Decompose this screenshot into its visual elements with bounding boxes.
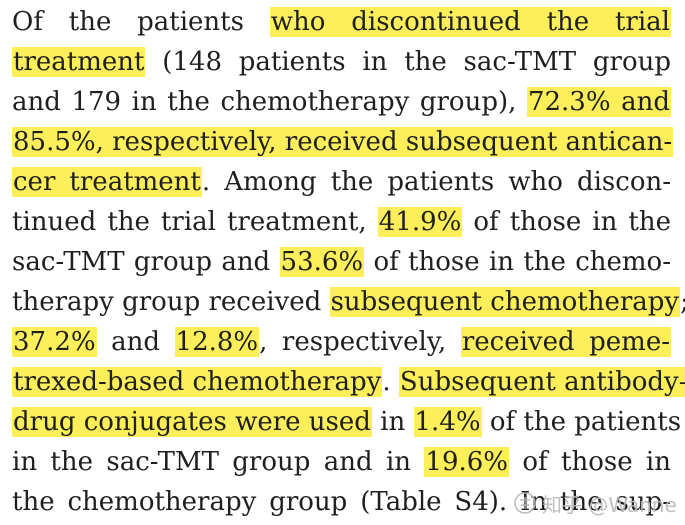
body-text: the chemotherapy group (Table S4). In th… [12, 487, 671, 517]
body-text: therapy group received [12, 287, 330, 317]
text-line: and 179 in the chemotherapy group), 72.3… [12, 82, 672, 122]
body-text: (148 patients in the sac-TMT group [145, 47, 671, 77]
highlighted-text: drug conjugates were used [12, 407, 372, 437]
body-text: tinued the trial treatment, [12, 207, 378, 237]
body-text: and [96, 327, 175, 357]
highlighted-text: cer treatment [12, 167, 202, 197]
text-line: Of the patients who discontinued the tri… [12, 2, 671, 42]
highlighted-text: 1.4% [413, 407, 482, 437]
highlighted-text: Subsequent antibody– [398, 367, 685, 397]
text-line: sac-TMT group and 53.6% of those in the … [12, 242, 671, 282]
text-line: trexed-based chemotherapy. Subsequent an… [12, 362, 685, 402]
highlighted-text: trexed-based chemotherapy [12, 367, 383, 397]
text-line: tinued the trial treatment, 41.9% of tho… [12, 202, 671, 242]
text-line: in the sac-TMT group and in 19.6% of tho… [12, 442, 671, 482]
highlighted-text: 37.2% [12, 327, 97, 357]
body-text: of those in the [462, 207, 671, 237]
highlighted-text: received peme- [460, 327, 672, 357]
highlighted-text: treatment [12, 47, 146, 77]
text-line: the chemotherapy group (Table S4). In th… [12, 482, 671, 522]
highlighted-text: 85.5%, respectively, received subsequent… [12, 127, 674, 157]
watermark-text: 知乎 @Wanne [542, 492, 677, 517]
text-line: drug conjugates were used in 1.4% of the… [12, 402, 681, 442]
text-line: therapy group received subsequent chemot… [12, 282, 685, 322]
body-text: of those in [509, 447, 671, 477]
highlighted-text: 72.3% and [526, 87, 672, 117]
body-text: in [371, 407, 414, 437]
zhihu-logo-icon [514, 492, 536, 514]
body-text: and 179 in the chemotherapy group), [12, 87, 527, 117]
body-text: of the patients [481, 407, 682, 437]
body-text: , respectively, [259, 327, 461, 357]
highlighted-text: 19.6% [424, 447, 510, 477]
body-text: . Among the patients who discon- [201, 167, 672, 197]
highlighted-text: 12.8% [174, 327, 260, 357]
highlighted-text: subsequent chemotherapy [329, 287, 681, 317]
text-line: 85.5%, respectively, received subsequent… [12, 122, 674, 162]
body-text: sac-TMT group and [12, 247, 280, 277]
body-text: Of the patients [12, 7, 270, 37]
text-line: 37.2% and 12.8%, respectively, received … [12, 322, 672, 362]
body-text: of those in the chemo- [364, 247, 671, 277]
watermark: 知乎 @Wanne [514, 483, 685, 523]
highlighted-text: 53.6% [279, 247, 365, 277]
text-line: cer treatment. Among the patients who di… [12, 162, 671, 202]
highlighted-text: 41.9% [377, 207, 463, 237]
body-text: in the sac-TMT group and in [12, 447, 425, 477]
highlighted-text: who discontinued the trial [269, 7, 671, 37]
body-text: . [382, 367, 399, 397]
body-text: ; [680, 287, 685, 317]
text-line: treatment (148 patients in the sac-TMT g… [12, 42, 671, 82]
